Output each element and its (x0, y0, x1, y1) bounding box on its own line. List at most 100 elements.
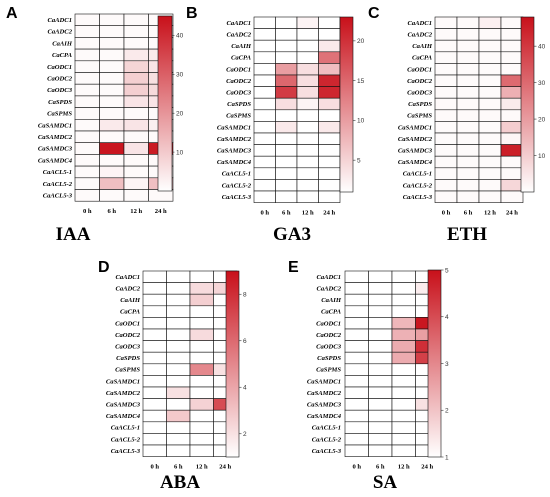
heatmap-cell (391, 398, 416, 411)
gene-label: CaSAMDC3 (217, 147, 252, 154)
heatmap-cell (275, 86, 298, 99)
heatmap-cell (142, 305, 167, 318)
heatmap-cell (344, 317, 369, 330)
panel-title: GA3 (273, 224, 311, 245)
heatmap-cell (296, 109, 319, 122)
heatmap-cell (189, 351, 214, 365)
heatmap-cell (478, 28, 502, 41)
heatmap-cell (344, 282, 369, 295)
panel-letter: C (368, 5, 380, 22)
heatmap-cell (434, 74, 458, 87)
gene-label: CaSPDS (116, 355, 140, 362)
heatmap-cell (500, 132, 524, 145)
heatmap-cell (478, 121, 502, 134)
heatmap-cell (368, 421, 393, 434)
heatmap-cell (434, 97, 458, 111)
heatmap-cell (368, 293, 393, 307)
heatmap-cell (296, 74, 319, 87)
heatmap-cell (456, 167, 480, 180)
heatmap-cell (456, 97, 480, 111)
gene-label: CaADC2 (316, 285, 341, 292)
heatmap-cell (368, 282, 393, 295)
heatmap-cell (99, 48, 125, 62)
heatmap-panel-a: A CaADC1 CaADC2 CaAIH CaCPA CaODC1 CaODC2 CaODC… (6, 5, 184, 245)
heatmap-cell (253, 39, 276, 53)
gene-label: CaSAMDC1 (217, 124, 251, 131)
heatmap-cell (166, 386, 191, 399)
gene-label: CaODC1 (226, 66, 251, 73)
gene-label: CaACL5-2 (111, 436, 141, 443)
gene-label: CaODC1 (407, 66, 432, 73)
heatmap-cell (142, 270, 167, 283)
heatmap-cell (142, 328, 167, 341)
heatmap-panel-d: D CaADC1 CaADC2 CaAIH CaCPA CaODC1 CaODC2 CaODC… (98, 259, 247, 493)
gene-label: CaSAMDC2 (106, 390, 141, 397)
heatmap-cell (391, 433, 416, 446)
heatmap-cell (500, 190, 524, 203)
heatmap-cell (368, 340, 393, 353)
gene-label: CaADC1 (115, 274, 140, 281)
gene-label: CaSPDS (48, 99, 72, 106)
heatmap-cell (74, 37, 100, 50)
heatmap-cell (189, 409, 214, 423)
gene-label: CaSAMDC2 (38, 134, 73, 141)
heatmap-cell (142, 293, 167, 307)
heatmap-cell (275, 155, 298, 169)
time-label: 24 h (155, 208, 167, 215)
colorbar (225, 270, 240, 458)
heatmap-cell (189, 421, 214, 434)
heatmap-cell (318, 155, 341, 169)
heatmap-cell (391, 351, 416, 365)
heatmap-cell (434, 109, 458, 122)
heatmap-cell (99, 142, 125, 155)
heatmap-cell (318, 97, 341, 111)
heatmap-cell (368, 270, 393, 283)
heatmap-cell (478, 144, 502, 157)
colorbar-tick-label: 6 (243, 338, 247, 345)
heatmap-cell (500, 63, 524, 76)
time-label: 24 h (421, 464, 433, 471)
gene-label: CaSAMDC2 (307, 390, 342, 397)
heatmap-cell (434, 144, 458, 157)
heatmap-cell (275, 179, 298, 192)
heatmap-cell (166, 282, 191, 295)
heatmap-cell (275, 167, 298, 180)
panel-letter: B (186, 5, 198, 22)
panel-title: IAA (56, 224, 91, 245)
heatmap-cell (296, 39, 319, 53)
heatmap-cell (74, 72, 100, 85)
gene-label: CaSPDS (317, 355, 341, 362)
heatmap-cell (434, 155, 458, 169)
heatmap-cell (318, 132, 341, 145)
gene-label: CaSAMDC2 (398, 136, 433, 143)
heatmap-cell (478, 132, 502, 145)
heatmap-cell (189, 433, 214, 446)
heatmap-panel-b: B CaADC1 CaADC2 CaAIH CaCPA CaODC1 CaODC2 CaODC… (186, 5, 365, 245)
gene-label: CaADC1 (407, 20, 432, 27)
heatmap-cell (189, 398, 214, 411)
gene-label: CaADC1 (226, 20, 251, 27)
colorbar-tick-label: 30 (176, 72, 184, 79)
colorbar-tick-label: 5 (445, 267, 449, 274)
heatmap-cell (296, 167, 319, 180)
heatmap-cell (253, 190, 276, 203)
heatmap-cell (344, 375, 369, 388)
heatmap-cell (166, 444, 191, 457)
heatmap-cell (166, 433, 191, 446)
gene-label: CaACL5-2 (43, 181, 73, 188)
heatmap-cell (368, 305, 393, 318)
heatmap-cell (296, 155, 319, 169)
heatmap-cell (391, 270, 416, 283)
colorbar-tick-label: 1 (445, 454, 449, 461)
heatmap-cell (142, 386, 167, 399)
gene-label: CaACL5-3 (312, 448, 342, 455)
gene-label: CaODC1 (316, 320, 341, 327)
heatmap-cell (318, 39, 341, 53)
colorbar-tick-label: 40 (176, 33, 184, 40)
heatmap-cell (478, 109, 502, 122)
heatmap-cell (344, 340, 369, 353)
heatmap-cell (253, 28, 276, 41)
time-label: 6 h (464, 210, 473, 217)
heatmap-cell (478, 74, 502, 87)
